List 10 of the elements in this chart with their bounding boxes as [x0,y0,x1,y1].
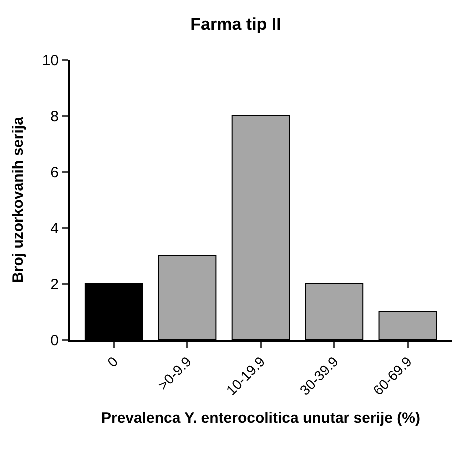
x-tick-label: 0 [104,353,122,370]
y-tick-label: 4 [50,220,59,238]
y-tick-label: 2 [50,276,59,294]
y-tick-label: 10 [42,52,59,70]
x-axis-title: Prevalenca Y. enterocolitica unutar serije (%) [101,410,421,427]
y-tick-label: 6 [50,164,59,182]
y-axis-title: Broj uzorkovanih serija [10,116,28,283]
y-tick-label: 0 [50,332,59,350]
chart-title: Farma tip II [190,14,282,34]
y-tick-label: 8 [50,108,59,126]
